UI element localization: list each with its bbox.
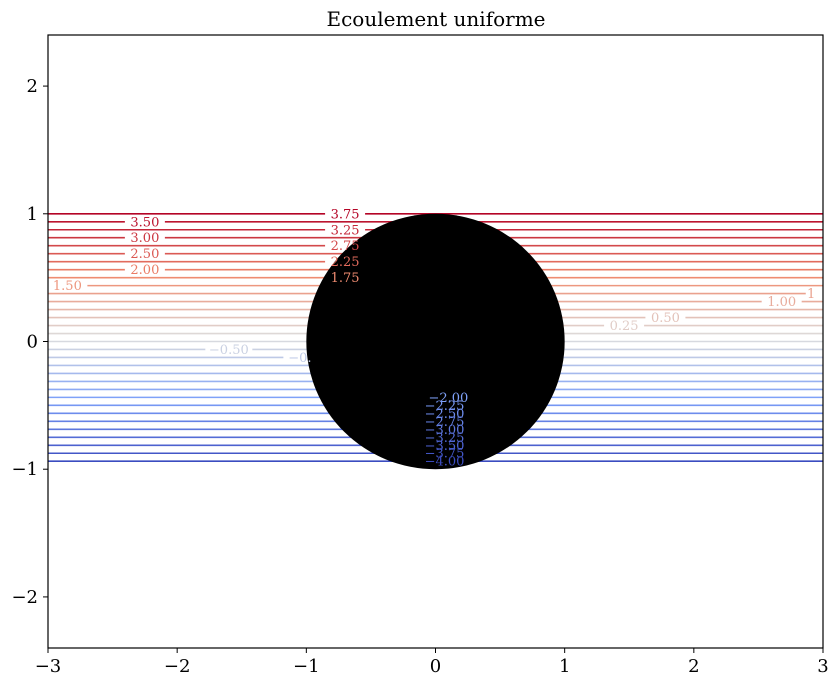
x-tick-label: 2 (688, 656, 699, 677)
y-tick-label: −1 (11, 459, 38, 480)
contour-label: −0.50 (209, 343, 249, 358)
contour-label: −2.75 (425, 415, 465, 430)
contour-label: −2.00 (428, 391, 468, 406)
contour-label: −4.00 (425, 455, 465, 470)
contour-label: 3.75 (331, 207, 360, 222)
contour-label: −2.50 (425, 407, 465, 422)
contour-label: 2.75 (331, 239, 360, 254)
x-tick-label: −2 (164, 656, 191, 677)
x-tick-label: 1 (559, 656, 570, 677)
obstacle-layer (306, 213, 565, 470)
contour-label: 0.25 (610, 319, 639, 334)
y-tick-label: 1 (27, 204, 38, 225)
chart-title: Ecoulement uniforme (327, 7, 546, 31)
y-tick-label: 0 (27, 332, 38, 353)
contour-label: 3.50 (130, 215, 159, 230)
x-tick-label: 0 (430, 656, 441, 677)
contour-label: 3.25 (331, 223, 360, 238)
y-tick-label: −2 (11, 587, 38, 608)
contour-label: 2.50 (130, 247, 159, 262)
contour-label: 1.75 (331, 271, 360, 286)
axis-ticks: −3 −2 −1 0 1 2 3 −2 −1 0 1 2 (11, 76, 828, 677)
contour-label: 1.00 (767, 295, 796, 310)
contour-label: 1 (807, 287, 815, 302)
x-tick-label: −3 (35, 656, 62, 677)
contour-label: −3.50 (425, 439, 465, 454)
contour-label: −3.75 (425, 447, 465, 462)
x-tick-label: 3 (817, 656, 828, 677)
contour-label: 2.25 (331, 255, 360, 270)
contour-label: −2.25 (425, 399, 465, 414)
contour-label: 1.50 (53, 279, 82, 294)
x-tick-label: −1 (293, 656, 320, 677)
contour-label: −3.00 (425, 423, 465, 438)
y-tick-label: 2 (27, 76, 38, 97)
contour-label: −0. (288, 351, 311, 366)
contour-label: 3.00 (130, 231, 159, 246)
contour-labels: 3.75 3.50 3.25 3.00 2.75 2.50 2.25 2.00 1.75 1.50… (53, 207, 815, 469)
contour-label: −3.25 (425, 431, 465, 446)
contour-label: 2.00 (130, 263, 159, 278)
contour-label: 0.50 (651, 311, 680, 326)
cylinder-obstacle (306, 213, 565, 470)
